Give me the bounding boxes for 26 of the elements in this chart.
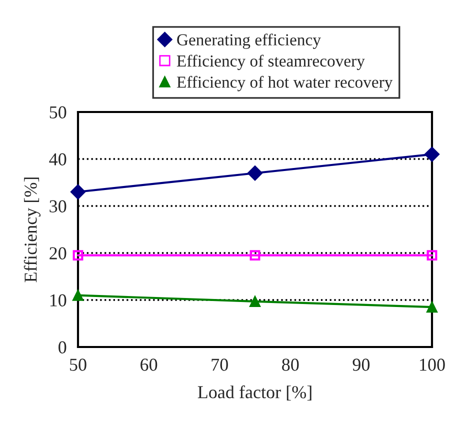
x-tick-label: 90 <box>352 358 370 371</box>
y-tick-label: 20 <box>50 247 66 260</box>
y-tick-label: 40 <box>49 153 66 166</box>
legend-label: Generating efficiency <box>177 34 321 49</box>
x-tick-label: 50 <box>70 358 86 371</box>
point <box>424 146 440 162</box>
x-tick-label: 70 <box>212 358 228 371</box>
point <box>70 184 86 200</box>
x-axis-title: Load factor [%] <box>198 385 312 401</box>
x-tick-label: 100 <box>420 358 445 371</box>
y-tick-label: 0 <box>58 341 66 354</box>
point <box>426 301 438 313</box>
point <box>249 296 261 307</box>
y-tick-label: 30 <box>50 200 66 212</box>
point <box>250 250 260 261</box>
y-tick-label: 50 <box>50 106 66 118</box>
x-tick-label: 60 <box>140 358 158 371</box>
y-tick-label: 10 <box>50 294 66 306</box>
legend-label: Efficiency of hot water recovery <box>176 76 393 92</box>
point <box>72 250 84 261</box>
point <box>72 290 84 301</box>
point <box>426 250 438 261</box>
x-tick-label: 80 <box>282 358 299 371</box>
y-axis-title: Efficiency [%] <box>24 178 40 282</box>
legend-label: Efficiency of steamrecovery <box>176 54 365 70</box>
point <box>247 166 263 181</box>
